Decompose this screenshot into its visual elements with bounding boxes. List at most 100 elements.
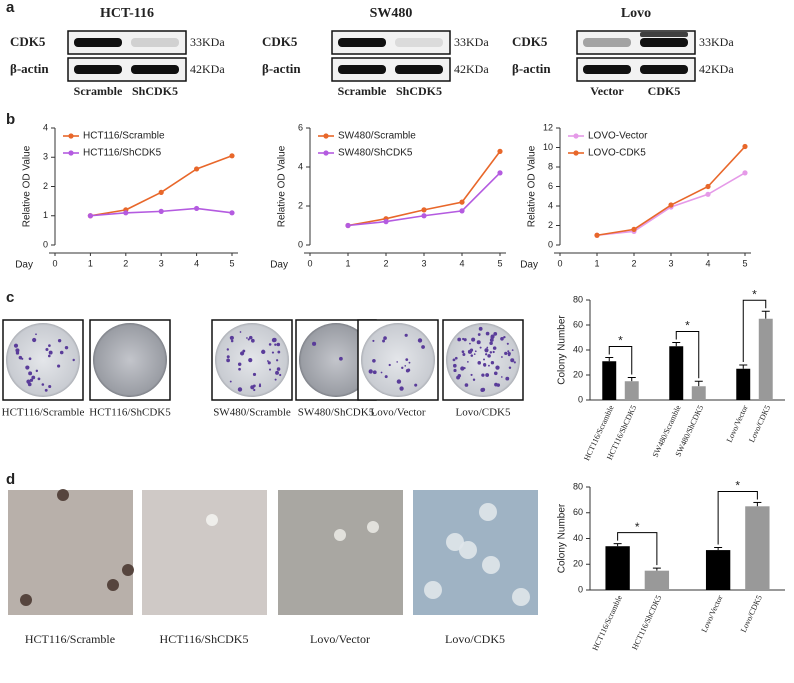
colony	[206, 514, 218, 526]
colony	[511, 349, 514, 351]
colony	[275, 370, 279, 375]
colony	[334, 529, 346, 541]
colony	[276, 359, 279, 362]
colony	[446, 533, 464, 551]
colony	[229, 335, 234, 340]
colony	[477, 333, 481, 336]
x-tick-label: 3	[159, 258, 164, 268]
blot-band	[338, 65, 386, 74]
colony	[267, 361, 271, 365]
y-axis-label: Colony Number	[557, 503, 568, 573]
data-point	[668, 202, 674, 208]
colony	[463, 367, 466, 370]
dish	[6, 323, 80, 397]
y-tick-label: 4	[43, 122, 48, 132]
legend-marker	[323, 150, 329, 156]
y-axis-label: Colony Number	[557, 315, 568, 385]
colony	[269, 368, 272, 371]
colony	[501, 337, 504, 340]
legend-label: SW480/ShCDK5	[338, 148, 413, 159]
y-tick-label: 2	[43, 181, 48, 191]
x-tick-label: 3	[421, 258, 426, 268]
colony	[32, 337, 37, 343]
colony	[372, 358, 376, 363]
colony	[247, 338, 250, 341]
colony	[20, 594, 32, 606]
colony	[466, 360, 469, 363]
y-tick-label: 8	[548, 161, 553, 171]
y-tick-label: 2	[548, 220, 553, 230]
series-line	[90, 155, 233, 217]
colony	[482, 556, 500, 574]
blot-size-label: 33KDa	[699, 35, 734, 49]
significance-label: *	[752, 287, 757, 301]
colony	[396, 361, 398, 363]
photo-caption: HCT116/Scramble	[2, 407, 85, 419]
y-tick-label: 60	[573, 507, 583, 517]
significance-label: *	[635, 520, 640, 534]
blot-size-label: 33KDa	[454, 35, 489, 49]
colony	[469, 342, 471, 345]
colony	[35, 333, 37, 336]
colony	[229, 380, 232, 383]
x-axis-label: Day	[270, 260, 288, 271]
y-tick-label: 6	[298, 122, 303, 132]
legend-label: LOVO-Vector	[588, 131, 648, 142]
bar	[745, 506, 770, 590]
significance-bracket	[608, 346, 633, 375]
colony	[408, 361, 411, 364]
blot-band	[131, 65, 179, 74]
colony	[13, 343, 19, 348]
colony	[367, 521, 379, 533]
y-tick-label: 2	[298, 200, 303, 210]
data-point	[421, 207, 427, 213]
colony	[504, 351, 508, 356]
bar	[624, 381, 639, 400]
dish	[93, 323, 167, 397]
colony	[414, 383, 418, 387]
data-point	[229, 210, 235, 216]
data-point	[421, 213, 427, 219]
lane-label: Scramble	[338, 84, 387, 98]
bar	[736, 368, 751, 400]
blot-row-label: β-actin	[512, 61, 551, 76]
y-axis-label: Relative OD Value	[22, 145, 33, 227]
data-point	[158, 208, 164, 214]
colony	[372, 339, 375, 342]
x-tick-label: HCT116/Scramble	[591, 593, 625, 652]
colony	[248, 335, 253, 340]
y-tick-label: 0	[578, 584, 583, 594]
panel-label: c	[6, 289, 14, 306]
photo	[142, 490, 267, 615]
lane-label: ShCDK5	[396, 84, 442, 98]
bar	[644, 570, 670, 590]
colony	[59, 350, 64, 355]
colony	[48, 384, 52, 389]
colony	[239, 331, 242, 333]
colony	[279, 373, 282, 377]
colony	[31, 375, 36, 380]
colony	[496, 383, 501, 387]
colony	[368, 369, 373, 374]
colony	[384, 375, 388, 379]
colony	[312, 341, 317, 346]
bar	[605, 546, 630, 590]
blot-size-label: 42KDa	[190, 62, 225, 76]
colony	[462, 352, 466, 356]
x-tick-label: 0	[52, 258, 57, 268]
significance-label: *	[618, 334, 623, 348]
colony	[252, 372, 257, 377]
data-point	[194, 166, 200, 172]
colony	[253, 388, 256, 392]
x-tick-label: 1	[594, 258, 599, 268]
photo	[8, 490, 133, 615]
blot-title: HCT-116	[100, 6, 154, 21]
photo-caption: HCT116/Scramble	[25, 632, 115, 646]
colony	[421, 345, 425, 349]
colony	[404, 365, 407, 367]
colony	[505, 376, 510, 381]
colony	[404, 333, 408, 337]
colony	[490, 334, 495, 339]
x-tick-label: 3	[668, 258, 673, 268]
colony	[477, 361, 482, 365]
